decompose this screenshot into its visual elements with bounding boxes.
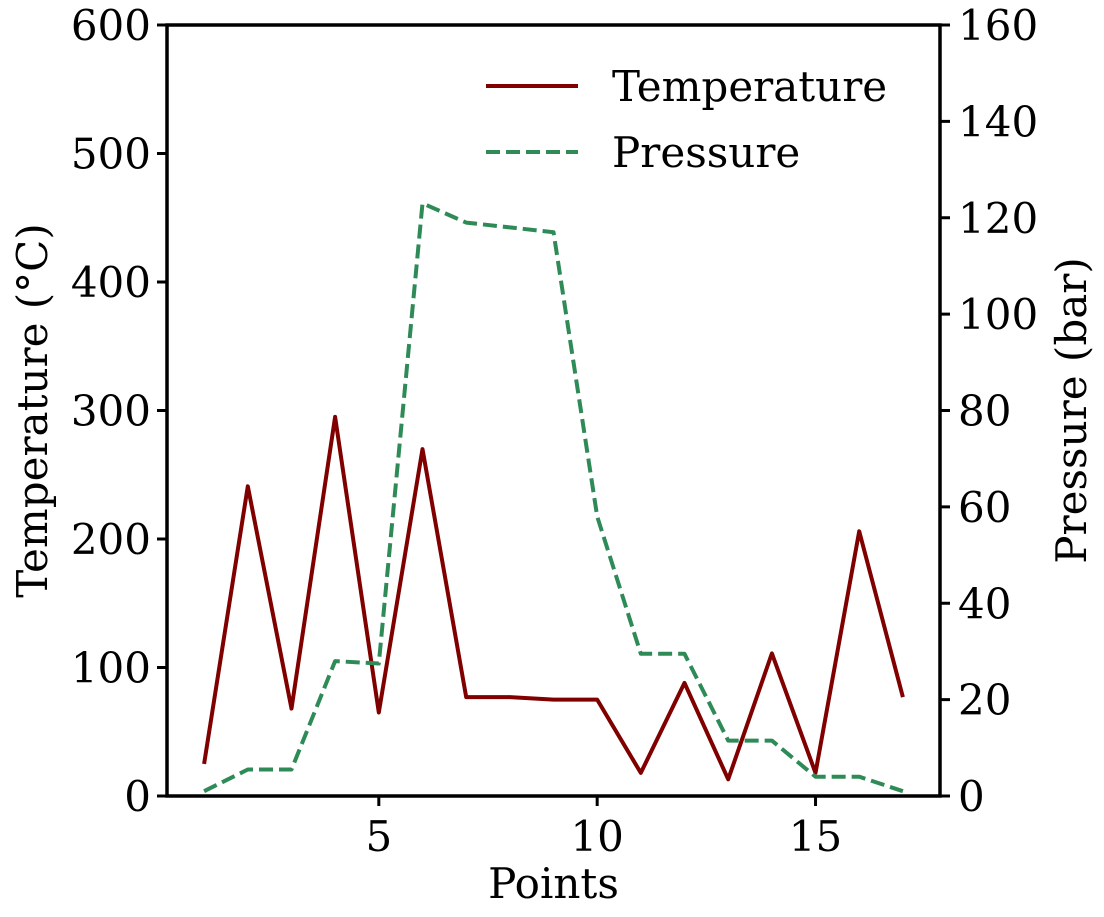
y-right-tick-label: 80 [958,387,1011,436]
y-left-tick-label: 600 [71,1,151,50]
y-left-tick-label: 200 [71,515,151,564]
plot-frame [165,23,942,798]
series-line-pressure [203,201,904,794]
x-tick-label: 10 [570,812,623,861]
legend-label-temperature: Temperature [612,62,887,111]
y-right-tick-label: 40 [958,579,1011,628]
series-line-temperature [202,414,905,782]
y-left-tick-label: 100 [71,644,151,693]
y-left-tick-label: 400 [71,258,151,307]
y-axis-left-label: Temperature (°C) [8,223,57,597]
ticks: 5 10 15 0 100 200 300 400 500 600 0 20 40 60 80 100 120 1… [71,1,1038,861]
y-right-tick-label: 120 [958,194,1038,243]
plot-lines [202,201,905,794]
y-right-tick-label: 0 [958,772,985,821]
x-tick-label: 15 [789,812,842,861]
y-axis-right-label: Pressure (bar) [1047,257,1096,563]
y-right-tick-label: 140 [958,97,1038,146]
x-tick-label: 5 [365,812,392,861]
y-left-tick-label: 500 [71,130,151,179]
y-right-tick-label: 20 [958,676,1011,725]
legend: Temperature Pressure [486,62,887,177]
y-right-tick-label: 100 [958,290,1038,339]
y-right-tick-label: 60 [958,483,1011,532]
y-left-tick-label: 0 [124,772,151,821]
legend-label-pressure: Pressure [612,128,800,177]
y-right-tick-label: 160 [958,1,1038,50]
y-left-tick-label: 300 [71,387,151,436]
x-axis-label: Points [488,859,619,908]
